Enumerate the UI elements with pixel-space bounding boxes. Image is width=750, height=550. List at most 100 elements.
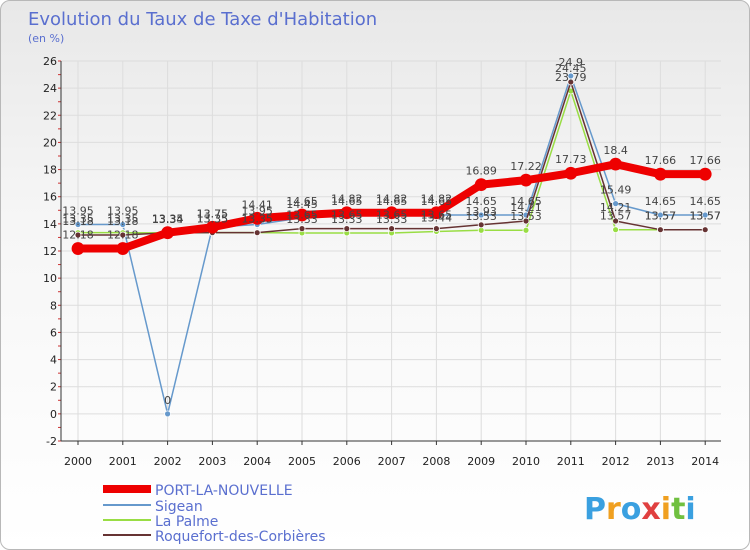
data-label: 13.95 bbox=[62, 205, 94, 218]
data-point bbox=[161, 226, 175, 240]
data-label: 14.65 bbox=[510, 195, 542, 208]
series-layer bbox=[71, 72, 712, 418]
data-label: 13.35 bbox=[241, 213, 273, 226]
data-point bbox=[564, 166, 578, 180]
data-point bbox=[657, 226, 664, 234]
x-tick-label: 2005 bbox=[288, 455, 316, 468]
data-label: 13.57 bbox=[645, 210, 677, 223]
data-label: 13.57 bbox=[689, 210, 721, 223]
data-label: 0 bbox=[164, 394, 171, 407]
data-label: 15.49 bbox=[600, 184, 632, 197]
data-label: 14.41 bbox=[241, 198, 273, 211]
data-label: 14.65 bbox=[286, 195, 318, 208]
legend-label-1: Sigean bbox=[155, 499, 203, 515]
data-point bbox=[116, 242, 130, 255]
data-label: 17.66 bbox=[689, 154, 721, 167]
data-point bbox=[388, 225, 396, 233]
y-tick-label: 24 bbox=[43, 82, 57, 95]
data-label: 13.44 bbox=[421, 211, 453, 224]
data-label: 12.18 bbox=[107, 229, 139, 242]
data-label: 13.95 bbox=[107, 205, 139, 218]
logo-letter: r bbox=[606, 492, 621, 527]
data-point bbox=[609, 157, 622, 171]
data-label: 14.65 bbox=[465, 195, 497, 208]
x-tick-label: 2011 bbox=[557, 455, 585, 468]
x-tick-label: 2004 bbox=[243, 455, 271, 468]
data-label: 13.65 bbox=[421, 209, 453, 222]
data-label: 13.35 bbox=[197, 213, 229, 226]
data-label: 23.79 bbox=[555, 71, 587, 84]
grid-lines bbox=[61, 60, 721, 442]
data-label: 18.4 bbox=[603, 144, 628, 157]
logo-letter: x bbox=[641, 492, 660, 527]
data-label: 13.75 bbox=[197, 207, 229, 220]
data-label: 17.66 bbox=[645, 154, 677, 167]
data-point bbox=[74, 231, 82, 239]
data-point bbox=[164, 410, 172, 418]
data-label: 13.75 bbox=[197, 207, 229, 220]
data-point bbox=[654, 167, 667, 181]
data-label: 13.53 bbox=[465, 210, 497, 223]
data-label: 14.65 bbox=[645, 195, 677, 208]
data-label: 12.18 bbox=[62, 229, 94, 242]
data-label: 14.82 bbox=[376, 193, 408, 206]
data-label: 14.45 bbox=[286, 198, 318, 211]
y-tick-label: 18 bbox=[43, 164, 57, 177]
axes bbox=[58, 60, 721, 445]
data-label: 14.21 bbox=[510, 201, 542, 214]
y-tick-label: 20 bbox=[43, 136, 57, 149]
data-point bbox=[477, 221, 485, 229]
data-label: 24.45 bbox=[555, 62, 587, 75]
y-tick-label: 14 bbox=[43, 218, 57, 231]
data-label: 14.65 bbox=[331, 195, 363, 208]
data-point bbox=[477, 211, 485, 219]
logo-letter: t bbox=[671, 492, 685, 527]
data-point bbox=[298, 225, 306, 233]
logo-letter: P bbox=[584, 492, 606, 527]
data-point bbox=[340, 206, 354, 220]
data-point bbox=[522, 226, 530, 234]
y-tick-label: 4 bbox=[50, 354, 57, 367]
data-label: 13.95 bbox=[241, 205, 273, 218]
data-label: 14.65 bbox=[421, 195, 453, 208]
data-point bbox=[474, 178, 488, 192]
data-label: 14.82 bbox=[421, 193, 453, 206]
x-tick-label: 2002 bbox=[154, 455, 182, 468]
data-point bbox=[432, 225, 440, 233]
x-tick-label: 2006 bbox=[333, 455, 361, 468]
data-label: 17.22 bbox=[510, 160, 542, 173]
data-label: 13.33 bbox=[376, 213, 408, 226]
data-point bbox=[205, 220, 219, 234]
y-tick-label: 0 bbox=[50, 408, 57, 421]
data-point bbox=[74, 221, 82, 228]
data-label: 13.34 bbox=[152, 213, 184, 226]
data-label: 13.57 bbox=[645, 210, 677, 223]
data-point bbox=[253, 229, 261, 237]
data-point bbox=[295, 208, 309, 222]
x-tick-label: 2009 bbox=[467, 455, 495, 468]
y-tick-label: 10 bbox=[43, 272, 57, 285]
y-tick-label: -2 bbox=[46, 435, 57, 448]
data-point bbox=[385, 206, 399, 220]
data-label: 13.33 bbox=[331, 213, 363, 226]
y-tick-label: 2 bbox=[50, 381, 57, 394]
data-label: 24.9 bbox=[559, 56, 584, 69]
data-label: 13.53 bbox=[510, 210, 542, 223]
y-tick-label: 26 bbox=[43, 55, 57, 68]
logo-letter: o bbox=[621, 492, 642, 527]
data-point bbox=[343, 225, 351, 233]
logo-letter: i bbox=[661, 492, 671, 527]
data-label: 14.82 bbox=[331, 193, 363, 206]
y-tick-label: 6 bbox=[50, 326, 57, 339]
data-point bbox=[71, 242, 85, 255]
x-tick-label: 2012 bbox=[602, 455, 630, 468]
data-label: 13.33 bbox=[286, 213, 318, 226]
x-tick-label: 2010 bbox=[512, 455, 540, 468]
x-tick-label: 2001 bbox=[109, 455, 137, 468]
data-point bbox=[250, 211, 264, 225]
